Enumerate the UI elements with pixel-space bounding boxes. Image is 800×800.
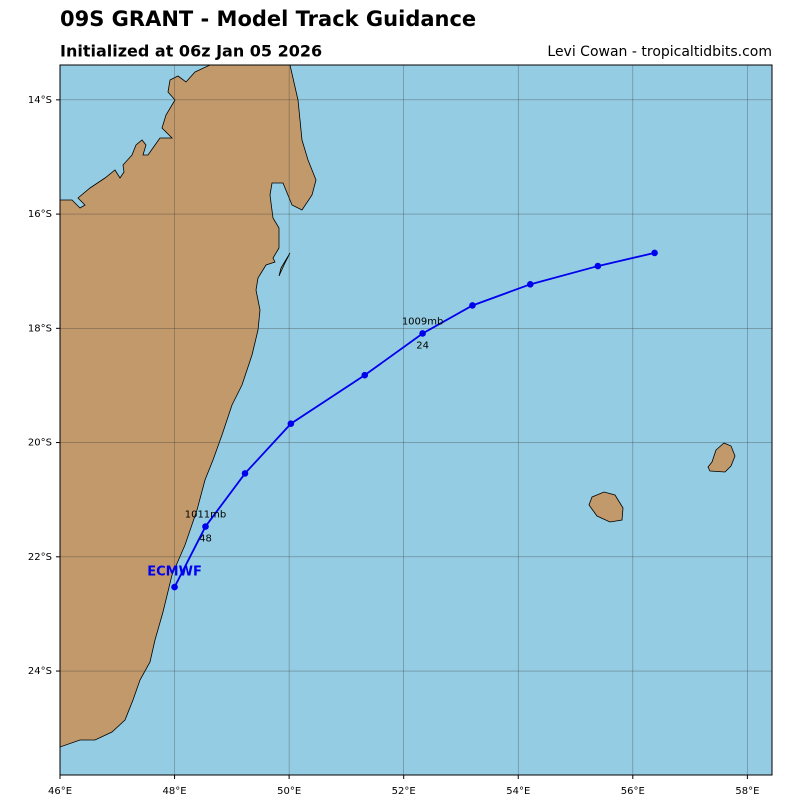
track-point — [651, 249, 658, 257]
x-tick-label: 56°E — [621, 786, 645, 797]
hour-label: 24 — [416, 340, 429, 351]
x-tick-label: 58°E — [735, 786, 759, 797]
track-point — [171, 583, 178, 591]
madagascar — [60, 65, 317, 748]
track-point — [287, 420, 295, 428]
reunion — [588, 491, 624, 523]
y-tick-label: 18°S — [28, 323, 52, 334]
y-tick-label: 16°S — [28, 209, 52, 220]
chart-subtitle: Initialized at 06z Jan 05 2026 — [60, 42, 322, 61]
pressure-label: 1009mb — [402, 316, 444, 327]
track-point — [419, 330, 426, 337]
x-tick-label: 52°E — [392, 786, 416, 797]
island — [278, 252, 291, 277]
x-tick-label: 50°E — [277, 786, 301, 797]
hour-label: 48 — [199, 534, 212, 545]
y-tick-label: 20°S — [28, 438, 52, 449]
y-tick-label: 14°S — [28, 95, 52, 106]
grid — [59, 65, 772, 775]
chart-title: 09S GRANT - Model Track Guidance — [60, 7, 476, 31]
credit: Levi Cowan - tropicaltidbits.com — [547, 44, 772, 60]
track-point — [202, 523, 209, 530]
mauritius — [707, 442, 736, 473]
model-label: ECMWF — [147, 565, 202, 580]
y-tick-label: 24°S — [28, 666, 52, 677]
x-tick-label: 46°E — [48, 786, 72, 797]
land — [60, 65, 736, 748]
track-line — [173, 252, 655, 588]
track-point — [241, 470, 249, 477]
x-tick-label: 48°E — [163, 786, 187, 797]
track-point — [594, 262, 602, 270]
pressure-label: 1011mb — [185, 510, 227, 521]
track-point — [469, 302, 476, 309]
track-point — [526, 281, 534, 288]
track-point — [361, 371, 369, 379]
x-tick-label: 54°E — [506, 786, 530, 797]
frame — [59, 64, 773, 776]
y-tick-label: 22°S — [28, 552, 52, 563]
